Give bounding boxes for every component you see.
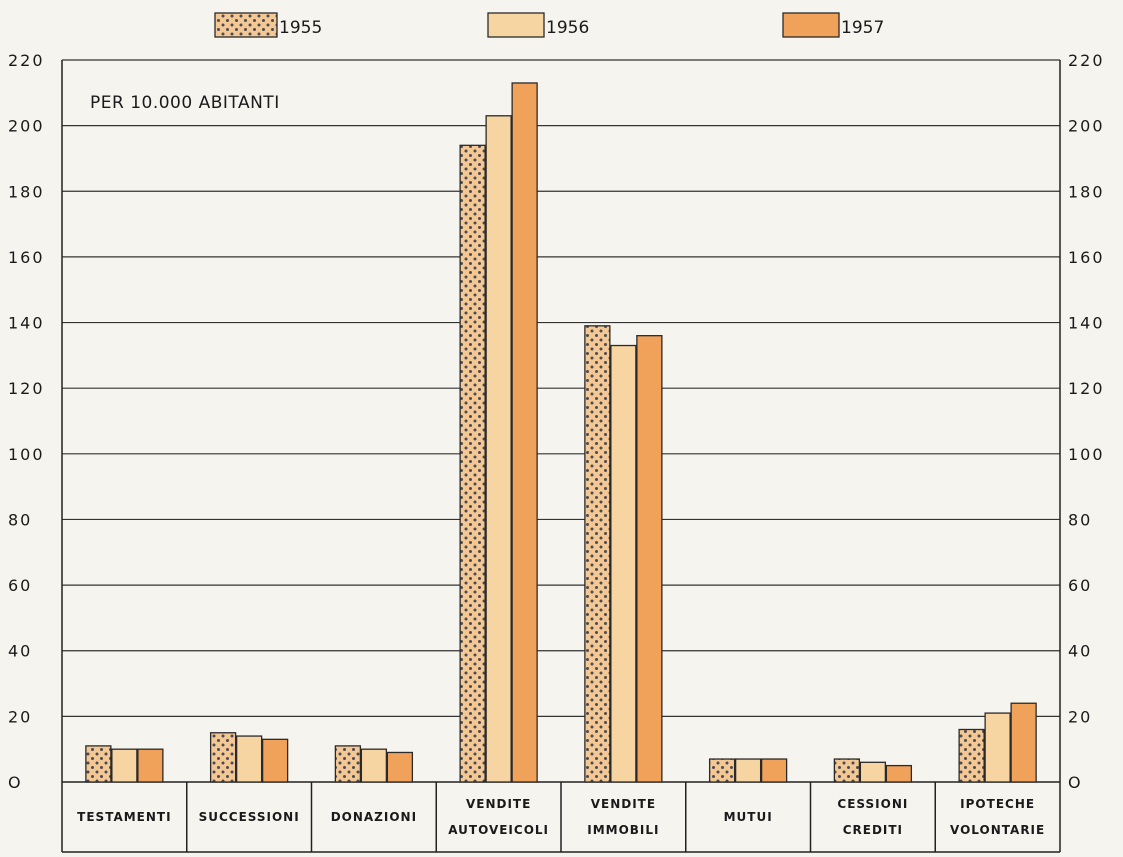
y-tick-label-left: 20	[8, 707, 32, 726]
y-tick-label-left: 120	[8, 379, 45, 398]
y-tick-label-right: 220	[1068, 51, 1105, 70]
bar-1956-3	[485, 115, 512, 783]
y-tick-label-left: 60	[8, 576, 32, 595]
legend-swatch-1955	[214, 12, 278, 38]
y-tick-label-left: 200	[8, 117, 45, 136]
bar-1957-1	[261, 738, 289, 783]
bar-1956-6	[859, 761, 887, 783]
legend-swatch-1957	[782, 12, 840, 38]
gridlines	[62, 59, 1060, 717]
y-tick-label-left: 80	[8, 510, 32, 529]
bar-1955-2	[334, 745, 362, 783]
y-tick-label-left: 180	[8, 182, 45, 201]
bar-1957-6	[885, 764, 913, 783]
bar-1956-0	[111, 748, 138, 783]
bar-1957-3	[511, 82, 538, 783]
category-label: CREDITI	[843, 823, 903, 837]
category-label: CESSIONI	[837, 797, 908, 811]
bar-1956-4	[610, 344, 637, 783]
bar-1955-5	[708, 758, 736, 783]
y-tick-label-right: 200	[1068, 117, 1105, 136]
y-tick-label-left: 140	[8, 314, 45, 333]
bar-1956-1	[235, 735, 263, 783]
y-tick-label-right: 120	[1068, 379, 1105, 398]
y-tick-label-right: 140	[1068, 314, 1105, 333]
legend-label-1957: 1957	[841, 18, 884, 38]
y-tick-label-right: 180	[1068, 182, 1105, 201]
bar-1955-6	[833, 758, 861, 783]
bar-1955-7	[958, 728, 985, 783]
legend: 1955 1956 1957	[214, 12, 884, 38]
y-tick-label-right: 160	[1068, 248, 1105, 267]
y-tick-label-left: 40	[8, 642, 32, 661]
bar-1957-4	[636, 335, 663, 783]
y-tick-label-right: 20	[1068, 707, 1092, 726]
legend-label-1955: 1955	[279, 18, 322, 38]
category-label: SUCCESSIONI	[199, 810, 300, 824]
y-tick-label-left: 100	[8, 445, 45, 464]
category-label: DONAZIONI	[331, 810, 417, 824]
y-tick-label-right: 80	[1068, 510, 1092, 529]
bar-1957-2	[386, 751, 414, 783]
bar-1955-3	[459, 144, 486, 783]
bar-1956-2	[360, 748, 388, 783]
bar-1955-4	[584, 325, 611, 783]
category-label: IPOTECHE	[960, 797, 1035, 811]
bar-1957-7	[1010, 702, 1037, 783]
category-table: TESTAMENTI SUCCESSIONI DONAZIONI VENDITE AUT…	[77, 782, 1045, 852]
y-tick-label-left: 220	[8, 51, 45, 70]
bar-1956-5	[734, 758, 762, 783]
category-label: MUTUI	[724, 810, 773, 824]
y-tick-label-right: 100	[1068, 445, 1105, 464]
y-tick-label-left: 160	[8, 248, 45, 267]
category-label: IMMOBILI	[587, 823, 659, 837]
chart-annotation: PER 10.000 ABITANTI	[90, 93, 280, 113]
category-label: VENDITE	[466, 797, 531, 811]
bar-1955-1	[209, 732, 237, 783]
bar-1957-5	[760, 758, 788, 783]
y-tick-label-right: 60	[1068, 576, 1092, 595]
bars	[85, 82, 1037, 783]
y-tick-label-left: O	[8, 773, 23, 792]
y-tick-label-right: 40	[1068, 642, 1092, 661]
bar-1955-0	[85, 745, 112, 783]
bar-1956-7	[984, 712, 1011, 783]
axes: O O 20 20 40 40 60 60 80 80 100 100 120 120 140 140 160 1…	[8, 51, 1105, 853]
y-tick-label-right: O	[1068, 773, 1083, 792]
category-label: TESTAMENTI	[77, 810, 171, 824]
category-label: VOLONTARIE	[950, 823, 1045, 837]
legend-label-1956: 1956	[546, 18, 589, 38]
category-label: VENDITE	[591, 797, 656, 811]
bar-1957-0	[137, 748, 164, 783]
legend-swatch-1956	[487, 12, 545, 38]
category-label: AUTOVEICOLI	[448, 823, 549, 837]
